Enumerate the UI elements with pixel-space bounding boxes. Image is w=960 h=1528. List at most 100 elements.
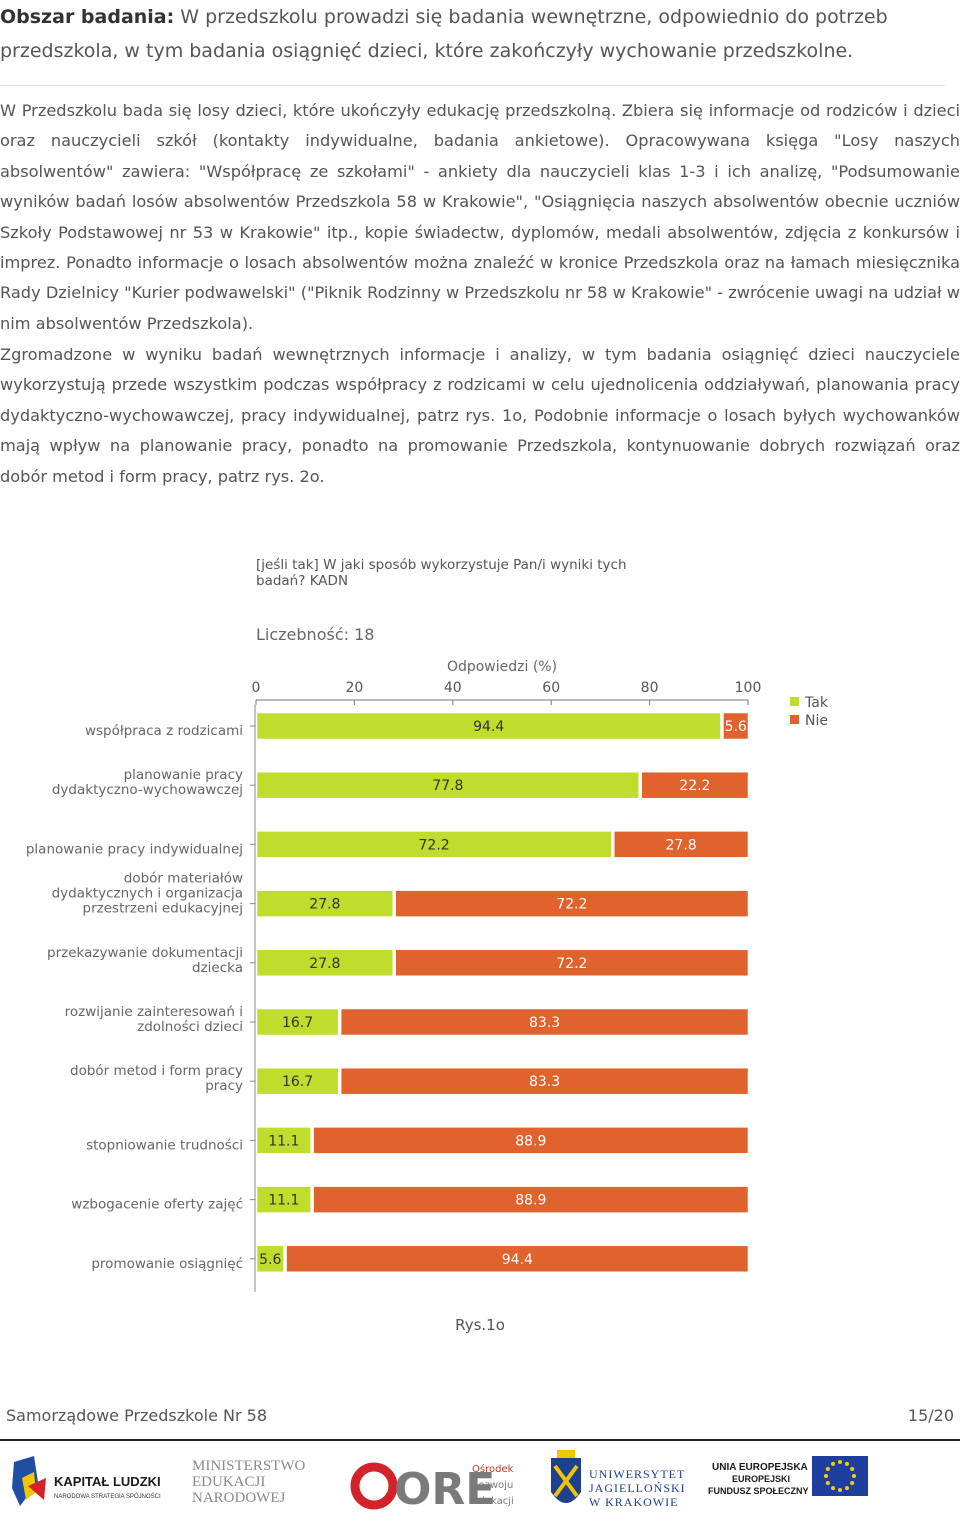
category-label: dobór metod i form pracy: [70, 1063, 243, 1079]
paragraph-2: Zgromadzone w wyniku badań wewnętrznych …: [0, 345, 960, 486]
eu-line2: EUROPEJSKI: [732, 1474, 790, 1484]
footer-divider: [0, 1439, 960, 1441]
uj-line2: JAGIELLOŃSKI: [589, 1481, 686, 1495]
data-label: 5.6: [259, 1252, 281, 1268]
ore-mark: ORE: [394, 1464, 495, 1515]
ore-logo: ORE Ośrodek Rozwoju Edukacji: [350, 1462, 514, 1515]
bar-tak: [256, 831, 612, 858]
eu-star: [838, 1488, 842, 1492]
data-label: 22.2: [679, 778, 710, 794]
heading-text: W przedszkolu prowadzi się badania wewnę…: [0, 6, 888, 62]
bar-tak: [256, 712, 721, 740]
data-label: 16.7: [282, 1074, 313, 1090]
data-label: 94.4: [502, 1252, 533, 1268]
bar-tak: [256, 890, 394, 917]
x-tick-label: 80: [641, 680, 659, 696]
eu-star: [831, 1461, 835, 1466]
category-label: zdolności dzieci: [137, 1019, 243, 1035]
data-label: 72.2: [556, 956, 587, 972]
data-label: 11.1: [268, 1133, 299, 1149]
uj-line1: UNIWERSYTET: [589, 1467, 685, 1481]
data-label: 11.1: [268, 1193, 299, 1209]
legend-label: Nie: [805, 713, 828, 729]
legend-swatch: [790, 715, 799, 724]
bar-tak: [256, 771, 640, 799]
category-label: współpraca z rodzicami: [85, 723, 243, 739]
data-label: 27.8: [309, 897, 340, 913]
heading-label: Obszar badania:: [0, 6, 175, 28]
bar-tak: [256, 1008, 339, 1036]
uj-line3: W KRAKOWIE: [589, 1495, 678, 1509]
kapital-line1: KAPITAŁ LUDZKI: [54, 1474, 161, 1489]
chart-title: badań? KADN: [256, 573, 348, 589]
kapital-line2: NARODOWA STRATEGIA SPÓJNOŚCI: [54, 1492, 161, 1500]
data-label: 83.3: [529, 1074, 560, 1090]
bar-nie: [613, 831, 749, 858]
bar-nie: [313, 1186, 749, 1213]
eu-star: [838, 1460, 842, 1464]
x-axis-label: Odpowiedzi (%): [447, 659, 557, 675]
data-label: 27.8: [309, 956, 340, 972]
footer-school-name: Samorządowe Przedszkole Nr 58: [6, 1406, 268, 1425]
x-tick-label: 60: [542, 680, 560, 696]
bar-nie: [313, 1127, 749, 1154]
eu-star: [845, 1486, 849, 1491]
eu-star: [850, 1481, 855, 1485]
category-label: przestrzeni edukacyjnej: [83, 901, 243, 917]
category-label: planowanie pracy: [124, 767, 243, 783]
data-label: 77.8: [432, 778, 463, 794]
category-label: dydaktycznych i organizacja: [52, 886, 243, 902]
data-label: 83.3: [529, 1015, 560, 1031]
section-heading: Obszar badania: W przedszkolu prowadzi s…: [0, 0, 945, 68]
chart-svg: [jeśli tak] W jaki sposób wykorzystuje P…: [26, 557, 829, 1292]
uj-logo: UNIWERSYTET JAGIELLOŃSKI W KRAKOWIE: [551, 1450, 686, 1509]
data-label: 94.4: [473, 719, 504, 735]
bar-nie: [641, 771, 749, 799]
eu-star: [831, 1486, 835, 1491]
category-label: planowanie pracy indywidualnej: [26, 841, 243, 857]
logo-strip: KAPITAŁ LUDZKI NARODOWA STRATEGIA SPÓJNO…: [0, 1448, 960, 1524]
eu-star: [850, 1467, 855, 1471]
eu-star: [825, 1467, 830, 1471]
men-logo: MINISTERSTWO EDUKACJI NARODOWEJ: [192, 1458, 305, 1506]
chart-title: [jeśli tak] W jaki sposób wykorzystuje P…: [256, 557, 627, 573]
figure-caption: Rys.1o: [455, 1316, 505, 1334]
men-line3: NARODOWEJ: [192, 1490, 285, 1506]
ore-line1: Ośrodek: [472, 1463, 514, 1475]
bar-nie: [723, 712, 749, 740]
category-label: dobór materiałów: [124, 871, 243, 887]
eu-stars: [824, 1460, 856, 1492]
x-tick-label: 40: [444, 680, 462, 696]
legend-label: Tak: [804, 695, 829, 711]
x-tick-label: 100: [735, 680, 762, 696]
data-label: 88.9: [515, 1133, 546, 1149]
bar-tak: [256, 1067, 339, 1095]
bar-nie: [286, 1245, 749, 1273]
category-label: rozwijanie zainteresowań i: [65, 1004, 243, 1020]
category-label: dziecka: [192, 960, 243, 976]
bar-tak: [256, 949, 394, 977]
bar-tak: [256, 1127, 311, 1154]
eu-star: [845, 1461, 849, 1466]
eu-star: [852, 1474, 856, 1478]
category-label: pracy: [205, 1078, 243, 1094]
men-line2: EDUKACJI: [192, 1474, 265, 1490]
category-label: stopniowanie trudności: [86, 1137, 243, 1153]
eu-line3: FUNDUSZ SPOŁECZNY: [708, 1486, 809, 1496]
data-label: 5.6: [725, 719, 747, 735]
ore-line3: Edukacji: [472, 1496, 514, 1507]
bar-chart: [jeśli tak] W jaki sposób wykorzystuje P…: [0, 545, 960, 1295]
data-label: 72.2: [419, 837, 450, 853]
category-label: promowanie osiągnięć: [91, 1256, 243, 1272]
chart-subtitle: Liczebność: 18: [256, 625, 374, 644]
x-tick-label: 20: [345, 680, 363, 696]
data-label: 16.7: [282, 1015, 313, 1031]
category-label: wzbogacenie oferty zajęć: [71, 1197, 243, 1213]
category-label: dydaktyczno-wychowawczej: [52, 782, 243, 798]
data-label: 88.9: [515, 1193, 546, 1209]
x-tick-label: 0: [252, 680, 261, 696]
data-label: 27.8: [666, 837, 697, 853]
bar-tak: [256, 1186, 311, 1213]
footer-page-number: 15/20: [907, 1406, 954, 1425]
eu-logo: UNIA EUROPEJSKA EUROPEJSKI FUNDUSZ SPOŁE…: [708, 1456, 868, 1496]
